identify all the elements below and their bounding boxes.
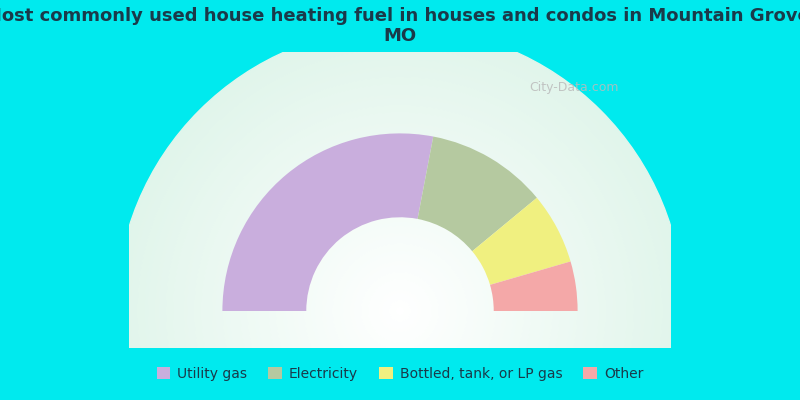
Circle shape <box>283 194 517 400</box>
Circle shape <box>152 63 648 400</box>
Circle shape <box>138 49 662 400</box>
Circle shape <box>347 258 453 364</box>
Circle shape <box>286 198 514 400</box>
Circle shape <box>297 208 503 400</box>
Circle shape <box>130 42 670 400</box>
Circle shape <box>237 148 563 400</box>
Circle shape <box>375 286 425 336</box>
Circle shape <box>194 105 606 400</box>
Circle shape <box>262 173 538 400</box>
Circle shape <box>318 230 482 392</box>
Circle shape <box>269 180 531 400</box>
Circle shape <box>336 247 464 375</box>
Circle shape <box>333 244 467 378</box>
Circle shape <box>187 98 613 400</box>
Circle shape <box>155 66 645 400</box>
Circle shape <box>340 251 460 371</box>
Circle shape <box>322 233 478 389</box>
Circle shape <box>222 134 578 400</box>
Circle shape <box>294 205 506 400</box>
Circle shape <box>134 45 666 400</box>
Wedge shape <box>222 134 434 311</box>
Circle shape <box>393 304 407 318</box>
Circle shape <box>216 127 584 400</box>
Circle shape <box>173 84 627 400</box>
Circle shape <box>170 80 630 400</box>
Circle shape <box>329 240 471 382</box>
Circle shape <box>326 236 474 386</box>
Circle shape <box>202 112 598 400</box>
Circle shape <box>258 169 542 400</box>
Circle shape <box>304 215 496 400</box>
Circle shape <box>162 74 638 400</box>
Circle shape <box>365 276 435 346</box>
Wedge shape <box>418 136 537 251</box>
Circle shape <box>198 109 602 400</box>
Circle shape <box>254 166 546 400</box>
Circle shape <box>290 201 510 400</box>
Circle shape <box>308 219 492 400</box>
Circle shape <box>354 265 446 357</box>
Text: Most commonly used house heating fuel in houses and condos in Mountain Grove,
MO: Most commonly used house heating fuel in… <box>0 7 800 45</box>
Circle shape <box>397 308 403 314</box>
Circle shape <box>141 52 659 400</box>
Circle shape <box>244 155 556 400</box>
Circle shape <box>234 144 566 400</box>
Circle shape <box>276 187 524 400</box>
Circle shape <box>148 59 652 400</box>
Circle shape <box>212 123 588 400</box>
Circle shape <box>315 226 485 396</box>
Circle shape <box>184 95 616 400</box>
Circle shape <box>190 102 610 400</box>
Circle shape <box>226 137 574 400</box>
Circle shape <box>279 190 521 400</box>
Circle shape <box>177 88 623 400</box>
Circle shape <box>241 152 559 400</box>
Circle shape <box>272 183 528 400</box>
Circle shape <box>159 70 641 400</box>
Circle shape <box>382 293 418 329</box>
Circle shape <box>378 290 422 332</box>
Wedge shape <box>490 262 578 311</box>
Circle shape <box>361 272 439 350</box>
Legend: Utility gas, Electricity, Bottled, tank, or LP gas, Other: Utility gas, Electricity, Bottled, tank,… <box>151 362 649 386</box>
Circle shape <box>230 141 570 400</box>
Circle shape <box>180 91 620 400</box>
Circle shape <box>166 77 634 400</box>
Circle shape <box>247 158 553 400</box>
Circle shape <box>358 268 442 354</box>
Circle shape <box>350 261 450 361</box>
Circle shape <box>368 279 432 343</box>
Circle shape <box>120 31 680 400</box>
Circle shape <box>386 297 414 325</box>
Circle shape <box>266 176 534 400</box>
Circle shape <box>219 130 581 400</box>
Circle shape <box>251 162 549 400</box>
Circle shape <box>301 212 499 400</box>
Circle shape <box>209 120 591 400</box>
Text: City-Data.com: City-Data.com <box>529 81 618 94</box>
Circle shape <box>123 34 677 400</box>
Circle shape <box>205 116 595 400</box>
Circle shape <box>311 222 489 400</box>
Circle shape <box>116 27 684 400</box>
Circle shape <box>390 300 410 322</box>
Circle shape <box>343 254 457 368</box>
Circle shape <box>372 283 428 339</box>
Circle shape <box>127 38 673 400</box>
Wedge shape <box>472 198 570 285</box>
Circle shape <box>145 56 655 400</box>
